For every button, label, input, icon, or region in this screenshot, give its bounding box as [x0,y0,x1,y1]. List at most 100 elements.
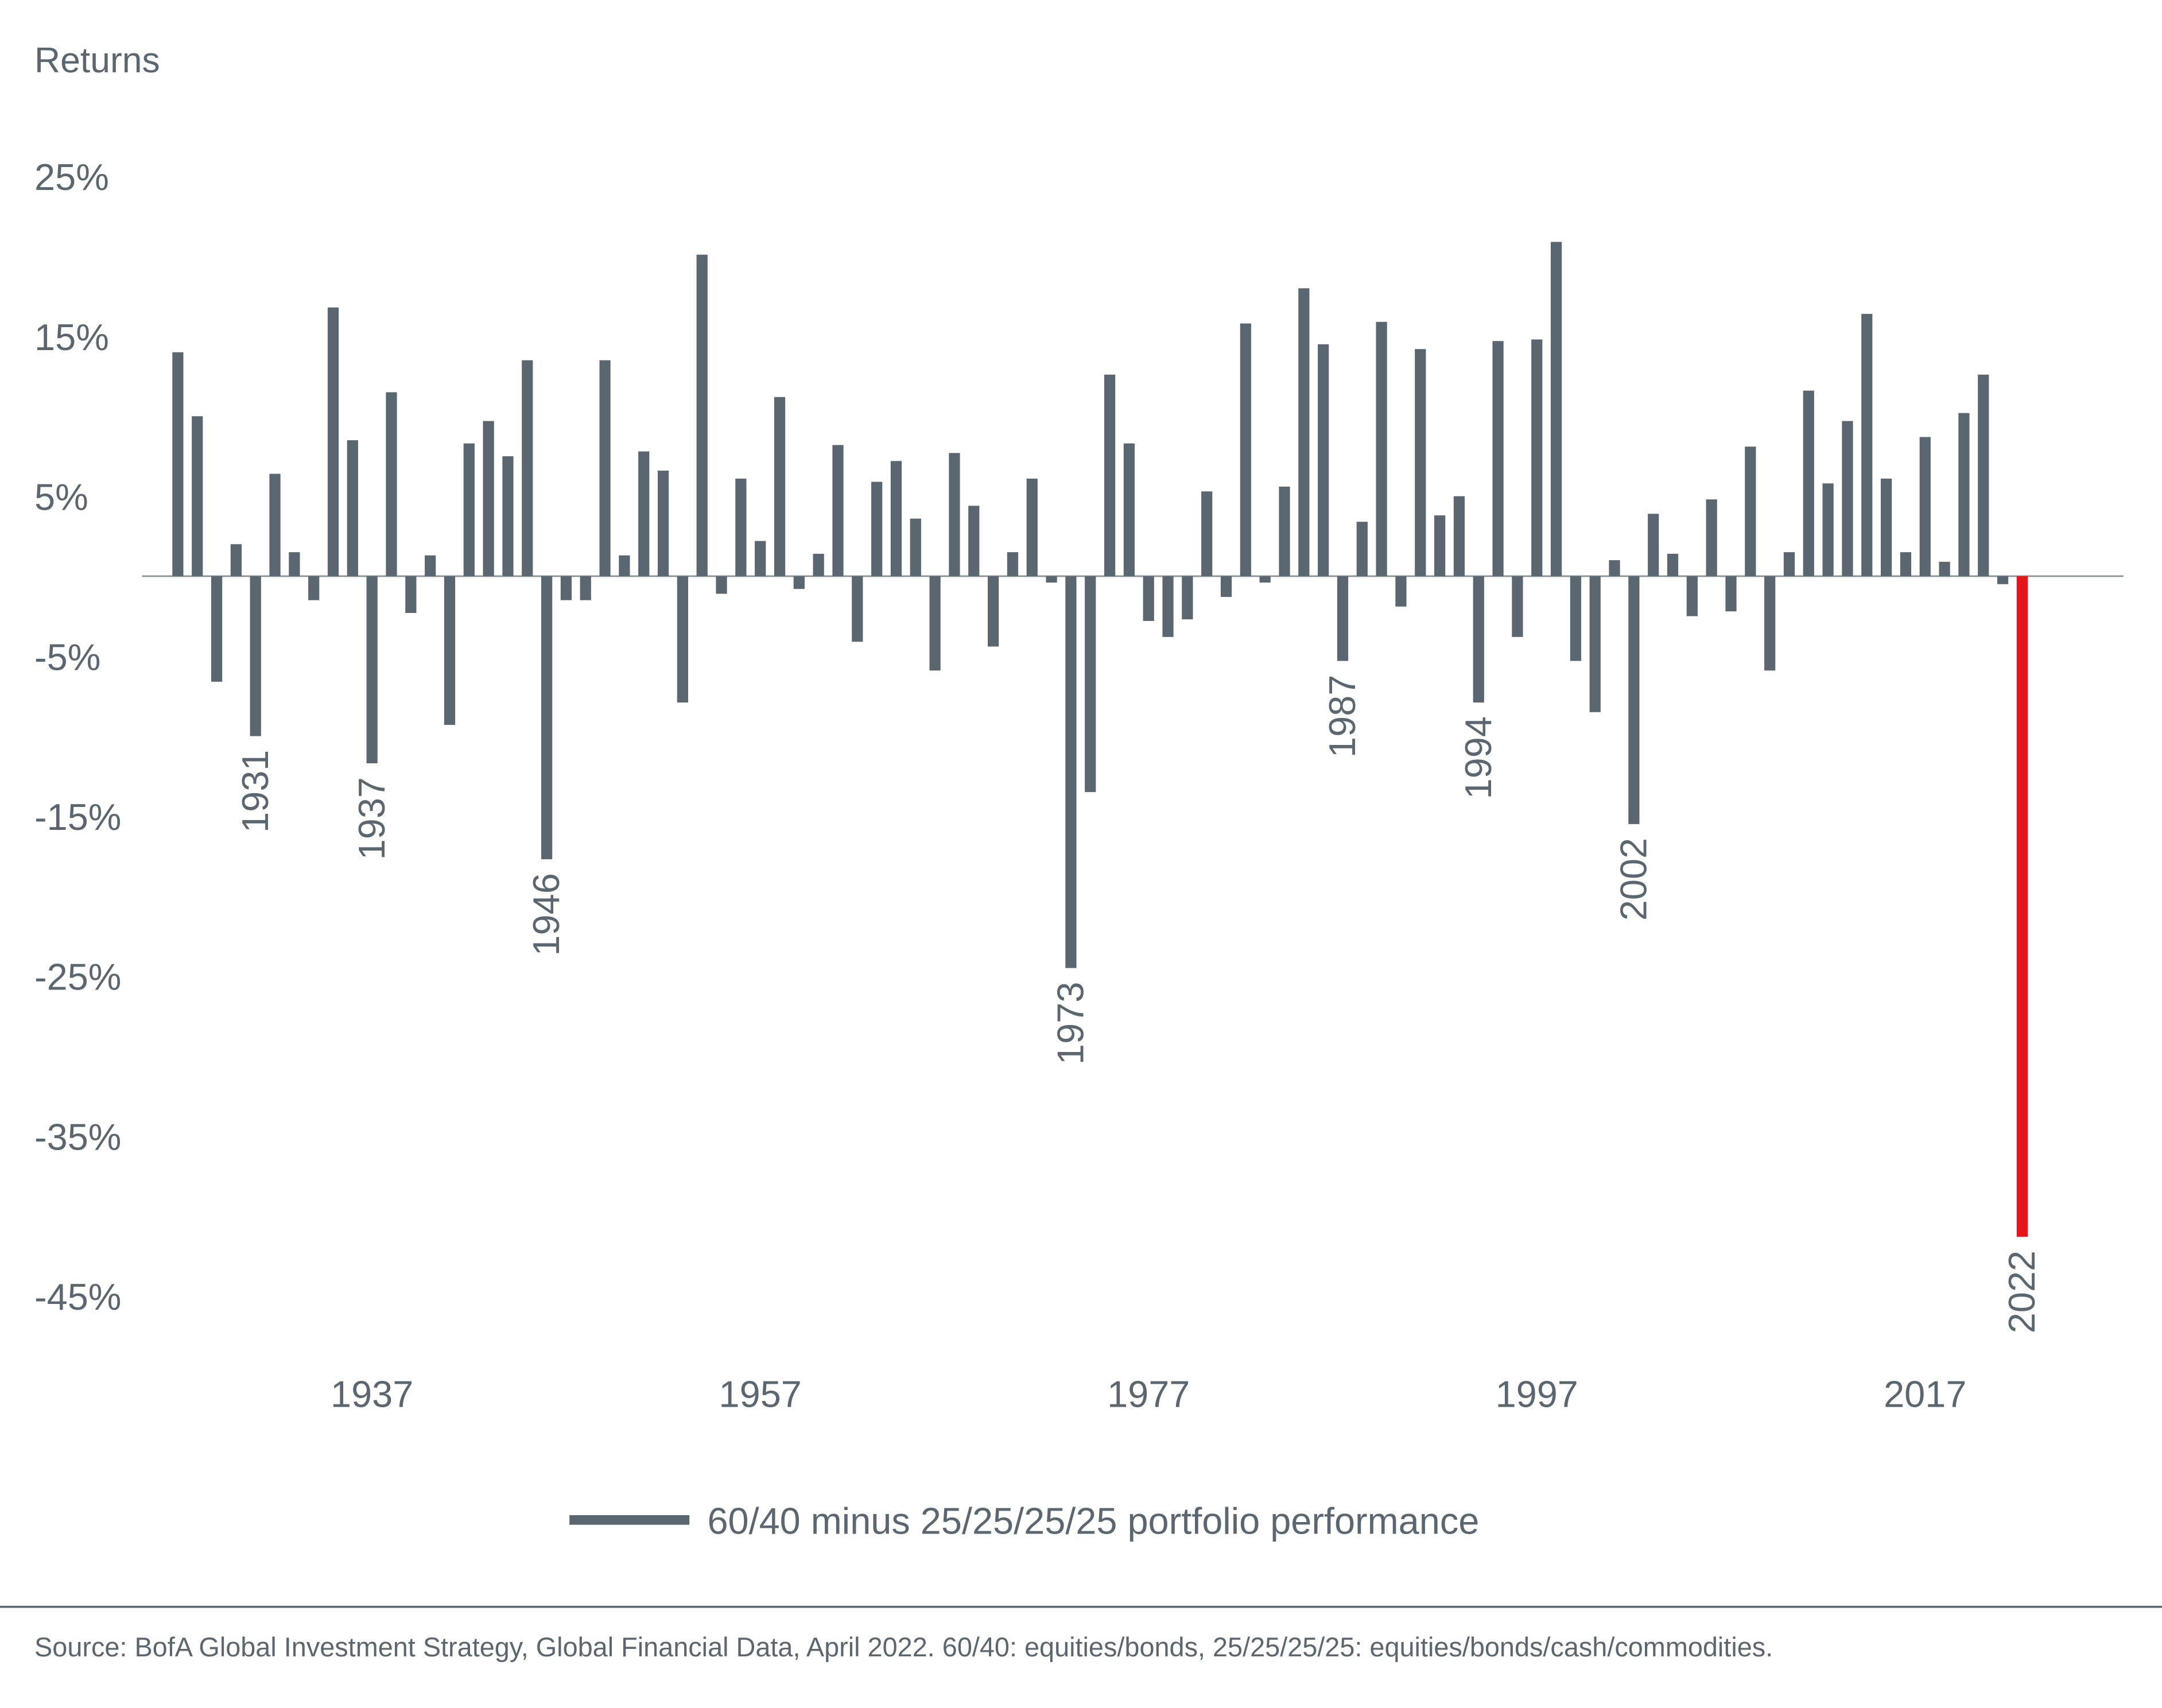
bar-1938 [386,392,397,576]
bar-2007 [1725,576,1737,612]
bar-1947 [560,576,572,600]
legend-label: 60/40 minus 25/25/25/25 portfolio perfor… [707,1500,1479,1542]
bar-1995 [1492,341,1504,576]
bar-1951 [638,451,650,576]
bar-1972 [1046,576,1057,583]
bar-1942 [463,443,475,576]
bar-1943 [483,421,494,576]
annotation-1973: 1973 [1050,982,1092,1065]
bar-1954 [696,254,708,576]
bar-1977 [1143,576,1154,621]
bar-1967 [949,453,960,576]
bar-1935 [327,307,339,576]
bar-1978 [1162,576,1174,637]
bar-2012 [1822,483,1834,576]
bar-1985 [1298,288,1310,576]
bar-1994 [1473,576,1484,703]
y-tick-label: 5% [34,476,88,518]
bar-1957 [755,541,766,576]
y-tick-label: -15% [34,796,121,838]
bar-2004 [1667,553,1679,576]
bar-1968 [968,506,980,576]
bar-2011 [1803,390,1814,576]
bar-1944 [502,456,514,576]
bar-2001 [1609,560,1620,576]
bar-1986 [1318,344,1329,576]
bar-2000 [1589,576,1601,712]
bar-1959 [793,576,805,589]
bar-1961 [832,445,844,576]
annotation-1946: 1946 [525,873,567,956]
bar-2020 [1978,374,1989,576]
bar-1958 [774,397,786,576]
x-tick-label: 2017 [1884,1373,1966,1415]
bar-1980 [1201,491,1213,576]
bar-1984 [1279,486,1290,576]
bar-1969 [988,576,999,647]
bar-1948 [580,576,591,600]
annotation-1937: 1937 [351,777,393,860]
annotation-2002: 2002 [1612,838,1654,921]
bar-1974 [1085,576,1096,793]
annotation-1987: 1987 [1321,675,1363,758]
bar-1952 [657,470,669,576]
bar-2013 [1842,421,1853,576]
bar-1950 [619,555,630,576]
annotations: 1931 1937 1946 1973 1987 1994 2002 2022 [234,675,2043,1334]
bar-2016 [1900,552,1912,576]
annotation-1994: 1994 [1457,716,1499,799]
bar-1953 [677,576,689,703]
bar-1962 [852,576,863,642]
bar-1996 [1512,576,1523,637]
bar-2005 [1686,576,1698,616]
x-tick-label: 1977 [1107,1373,1190,1415]
bar-2019 [1958,413,1970,576]
bar-1987 [1337,576,1349,661]
bar-2015 [1881,478,1892,576]
bar-2017 [1919,437,1931,576]
bar-1964 [890,461,902,576]
source-note: Source: BofA Global Investment Strategy,… [34,1632,1773,1662]
annotation-1931: 1931 [234,750,276,833]
bar-1988 [1356,522,1368,576]
bar-1937 [366,576,378,763]
bar-1992 [1434,515,1446,576]
bar-1960 [813,553,824,576]
bar-1971 [1026,478,1038,576]
x-tick-label: 1957 [719,1373,802,1415]
bar-1973 [1065,576,1077,968]
bar-1993 [1453,496,1465,576]
bar-1956 [735,478,747,576]
bar-2009 [1764,576,1776,671]
bar-1928 [192,416,203,576]
y-tick-label: 15% [34,316,109,358]
bar-1931 [250,576,261,736]
bar-1963 [871,482,883,576]
bar-1997 [1531,339,1543,576]
y-tick-label: -35% [34,1116,121,1158]
bar-1999 [1570,576,1582,661]
annotation-2022: 2022 [2001,1251,2043,1333]
bar-1983 [1259,576,1271,583]
bar-1933 [289,552,300,576]
bar-1945 [522,360,533,576]
bar-2003 [1648,514,1659,576]
bar-1929 [211,576,223,682]
bar-1939 [405,576,417,614]
bar-2006 [1706,499,1717,576]
bar-2021 [1997,576,2009,584]
bar-1934 [308,576,320,600]
bar-1955 [716,576,727,594]
bar-1946 [541,576,553,860]
bars [172,242,2028,1237]
bar-1966 [929,576,941,671]
bar-1941 [444,576,456,725]
bar-1991 [1415,349,1426,576]
bar-2014 [1861,313,1873,576]
bar-1990 [1395,576,1407,607]
y-tick-label: -5% [34,636,100,678]
bar-1989 [1376,321,1387,576]
y-ticks: 25% 15% 5% -5% -15% -25% -35% -45% [34,156,121,1318]
bar-2018 [1939,561,1950,576]
